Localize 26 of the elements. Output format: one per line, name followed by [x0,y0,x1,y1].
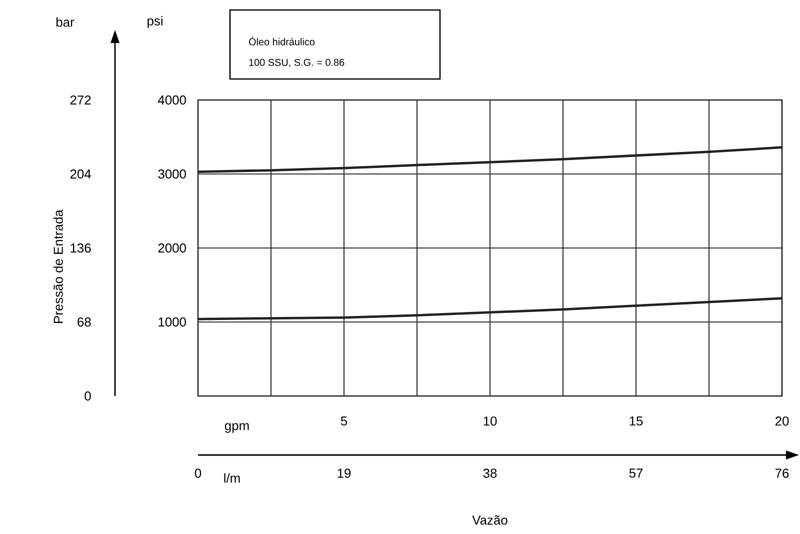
x2-tick-label: 0 [194,468,202,478]
y-tick-label: 3000 [158,169,186,179]
text: bar [56,17,74,27]
x-axis-title: Vazão [472,515,508,525]
x2-tick-label: 38 [483,468,497,478]
y-tick-label: 1000 [158,317,186,327]
text: Óleo hidráulico [248,36,315,46]
x-tick-label: 20 [775,416,789,426]
y2-tick-label: 136 [70,243,91,253]
y2-axis-title: Pressão de Entrada [53,210,63,323]
text: l/m [224,473,240,483]
y-tick-label: 2000 [158,243,186,253]
y-tick-label: 4000 [158,95,186,105]
y2-tick-label: 204 [70,169,91,179]
y2-tick-label: 68 [78,317,91,327]
text: 100 SSU, S.G. = 0.86 [249,58,344,68]
x-tick-label: 5 [340,416,348,426]
text: gpm [224,423,249,433]
y2-tick-label: 272 [70,95,91,105]
x-tick-label: 10 [484,416,497,426]
y2-tick-label: 0 [84,391,91,401]
x-tick-label: 15 [630,416,643,426]
text: psi [148,16,162,28]
x2-tick-label: 76 [775,468,789,478]
x2-tick-label: 19 [338,468,351,478]
x2-tick-label: 57 [629,468,643,478]
